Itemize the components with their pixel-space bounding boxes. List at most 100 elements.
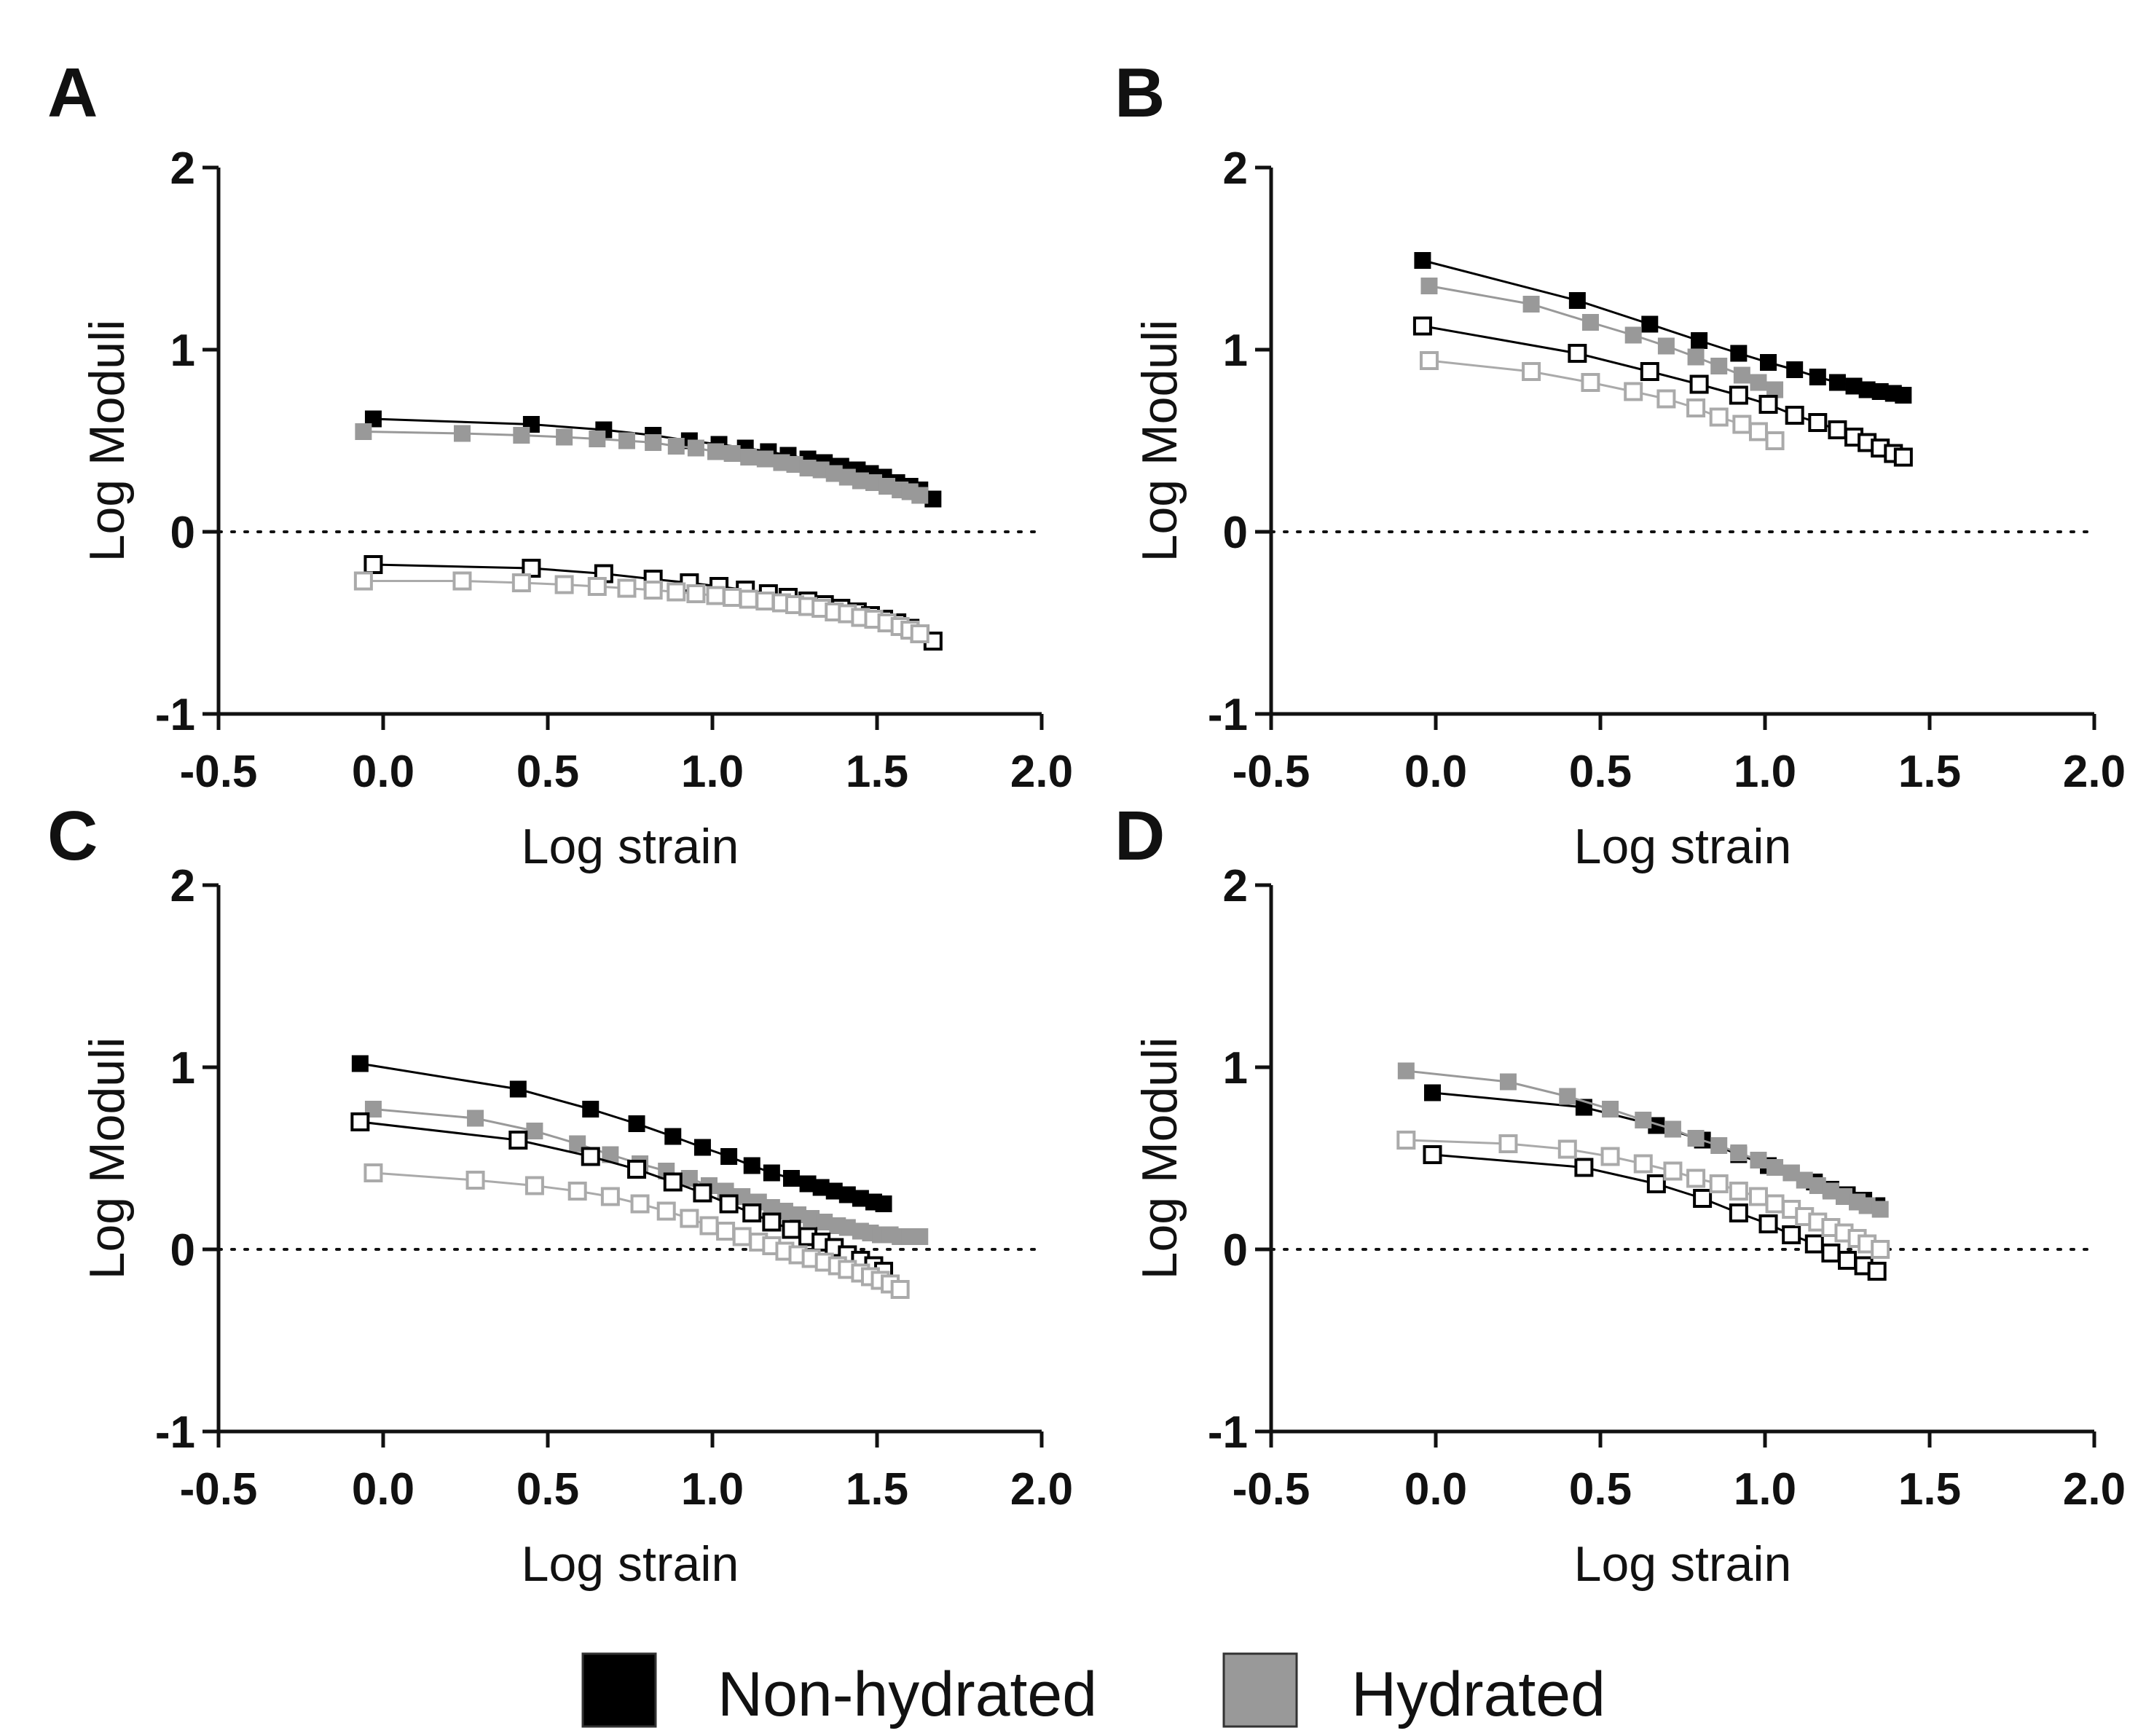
- series-nonhydrated-filled: [1414, 252, 1912, 404]
- x-axis-title: Log strain: [522, 1536, 739, 1592]
- y-tick-label: 1: [170, 326, 195, 376]
- data-point: [699, 1216, 719, 1236]
- legend: Non-hydrated Hydrated: [581, 1652, 1605, 1729]
- data-point: [1693, 1189, 1713, 1208]
- data-point: [1729, 385, 1748, 405]
- data-point: [1828, 374, 1846, 391]
- data-point: [524, 1176, 544, 1195]
- data-point: [755, 592, 775, 610]
- x-tick-label: -0.5: [180, 1464, 258, 1515]
- data-point: [1758, 1214, 1778, 1233]
- panel-letter: C: [47, 797, 98, 875]
- data-point: [763, 1164, 780, 1182]
- data-point: [875, 1195, 892, 1212]
- series-nonhydrated-filled: [1423, 1084, 1886, 1214]
- data-point: [587, 577, 607, 596]
- data-point: [1709, 407, 1729, 427]
- data-point: [1499, 1073, 1517, 1091]
- x-tick-label: 1.0: [1734, 747, 1796, 797]
- series-hydrated-open: [363, 1163, 910, 1299]
- data-point: [1559, 1088, 1576, 1105]
- y-tick-label: 0: [170, 1225, 195, 1276]
- series-hydrated-filled: [1397, 1062, 1889, 1218]
- data-point: [526, 1123, 543, 1139]
- series-hydrated-open: [1419, 351, 1785, 450]
- data-point: [1640, 362, 1659, 381]
- data-point: [743, 1157, 760, 1174]
- data-point: [756, 450, 774, 468]
- data-point: [567, 1182, 587, 1201]
- data-point: [355, 423, 372, 440]
- y-axis-title: Log Moduli: [1132, 1037, 1187, 1280]
- panel-c: C -1 0 1 2 -0.5 0.0 0.5 1.0 1.5 2.0 Log strain Log M…: [47, 797, 1073, 1592]
- data-point: [1414, 252, 1431, 269]
- data-point: [1809, 369, 1826, 385]
- data-point: [582, 1101, 600, 1118]
- data-point: [1729, 1203, 1748, 1222]
- data-point: [1664, 1120, 1681, 1138]
- data-point: [508, 1131, 528, 1150]
- data-point: [1730, 1144, 1748, 1161]
- data-point: [667, 438, 685, 455]
- data-point: [1765, 1194, 1785, 1214]
- data-point: [911, 487, 929, 504]
- data-point: [1419, 351, 1439, 370]
- y-tick-label: 0: [1223, 508, 1248, 558]
- data-point: [627, 1160, 647, 1179]
- x-tick-label: 2.0: [2063, 747, 2126, 797]
- series-nonhydrated-open: [1412, 316, 1913, 467]
- x-tick-label: 0.0: [1404, 1464, 1467, 1515]
- y-tick-label: -1: [155, 690, 195, 740]
- data-point: [1396, 1131, 1416, 1150]
- data-point: [350, 1112, 370, 1131]
- data-point: [1633, 1154, 1653, 1174]
- data-point: [1838, 1251, 1857, 1270]
- data-point: [1602, 1101, 1619, 1118]
- data-point: [1785, 406, 1804, 425]
- data-point: [1574, 1158, 1594, 1177]
- x-tick-label: 2.0: [1010, 1464, 1073, 1515]
- data-point: [1758, 395, 1778, 414]
- data-point: [1895, 387, 1912, 404]
- data-point: [509, 1080, 527, 1098]
- data-point: [630, 1194, 650, 1214]
- x-tick-label: 0.5: [1569, 747, 1632, 797]
- data-point: [522, 559, 541, 578]
- data-point: [667, 582, 686, 602]
- data-point: [1871, 1201, 1889, 1218]
- data-point: [1641, 315, 1659, 333]
- data-point: [911, 1228, 929, 1245]
- series-nonhydrated-filled: [364, 410, 942, 508]
- data-point: [1893, 447, 1913, 467]
- y-tick-label: -1: [1208, 1407, 1248, 1458]
- x-tick-label: 0.0: [1404, 747, 1467, 797]
- y-tick-label: 1: [1223, 1043, 1248, 1093]
- data-point: [453, 425, 471, 442]
- data-point: [363, 555, 383, 574]
- data-point: [739, 589, 758, 609]
- data-point: [1733, 366, 1750, 384]
- x-tick-label: 1.5: [1898, 747, 1961, 797]
- series-hydrated-open: [1396, 1131, 1890, 1259]
- data-point: [556, 428, 573, 446]
- data-point: [1750, 374, 1767, 391]
- data-point: [1710, 358, 1728, 374]
- data-point: [1663, 1161, 1683, 1181]
- data-point: [910, 624, 929, 643]
- x-tick-label: 1.5: [1898, 1464, 1961, 1515]
- data-point: [1828, 420, 1847, 439]
- panel-letter: A: [47, 54, 98, 132]
- data-point: [1709, 1174, 1729, 1193]
- x-tick-label: 1.0: [1734, 1464, 1796, 1515]
- data-point: [1766, 1159, 1784, 1176]
- data-point: [1522, 362, 1541, 381]
- y-tick-label: 1: [1223, 326, 1248, 376]
- data-point: [600, 1187, 620, 1206]
- panel-letter: D: [1115, 797, 1165, 875]
- data-point: [617, 578, 637, 598]
- data-point: [782, 1219, 801, 1239]
- data-point: [687, 439, 704, 457]
- x-tick-label: 1.5: [846, 747, 908, 797]
- x-tick-label: 1.5: [846, 1464, 908, 1515]
